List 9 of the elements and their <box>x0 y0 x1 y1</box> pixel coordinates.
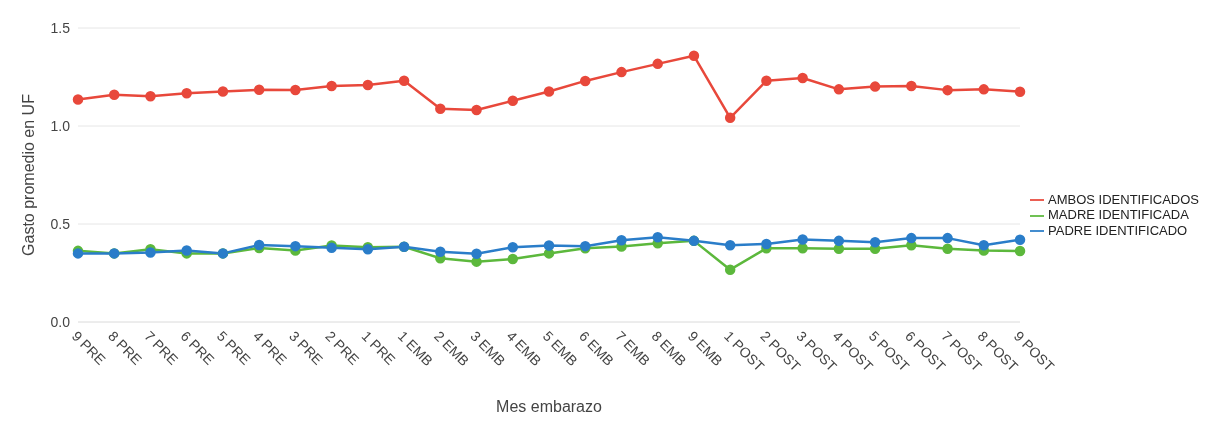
legend-label: PADRE IDENTIFICADO <box>1048 222 1188 238</box>
y-tick-label: 0.0 <box>50 313 71 330</box>
y-axis-title: Gasto promedio en UF <box>19 93 37 256</box>
y-tick-label: 1.5 <box>50 19 71 36</box>
legend-label: MADRE IDENTIFICADA <box>1048 207 1189 223</box>
y-tick-label: 0.5 <box>50 215 71 232</box>
legend-label: AMBOS IDENTIFICADOS <box>1048 191 1199 207</box>
x-axis-title: Mes embarazo <box>496 398 603 415</box>
y-tick-label: 1.0 <box>50 117 71 134</box>
